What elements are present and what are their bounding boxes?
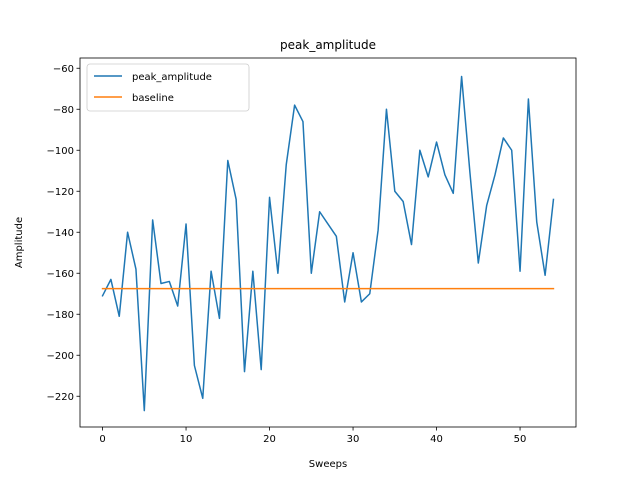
x-tick-label: 10 [180, 434, 193, 445]
legend-box [86, 63, 250, 112]
x-axis-label: Sweeps [309, 459, 347, 470]
legend-label-baseline: baseline [132, 93, 174, 104]
y-tick-label: −200 [47, 351, 74, 362]
y-tick-label: −220 [47, 392, 74, 403]
series-line-peak-amplitude [101, 75, 555, 412]
y-axis-label: Amplitude [14, 217, 25, 268]
axes-frame [79, 57, 577, 428]
x-tick-label: 50 [514, 434, 527, 445]
y-tick-label: −140 [47, 228, 74, 239]
y-tick-label: −160 [47, 269, 74, 280]
y-tick-label: −180 [47, 310, 74, 321]
legend-label-peak-amplitude: peak_amplitude [132, 72, 212, 83]
y-tick-label: −60 [53, 64, 74, 75]
y-tick-label: −100 [47, 146, 74, 157]
legend: peak_amplitude baseline [86, 63, 250, 112]
x-tick-label: 40 [430, 434, 443, 445]
y-tick-label: −120 [47, 187, 74, 198]
chart-title: peak_amplitude [280, 38, 376, 52]
x-tick-label: 0 [99, 434, 105, 445]
plot-area: 0 10 20 30 40 50 −220 −200 −180 −160 −140 −120 −100 −… [47, 64, 555, 445]
x-tick-label: 20 [263, 434, 276, 445]
y-tick-label: −80 [53, 105, 74, 116]
x-tick-label: 30 [347, 434, 360, 445]
